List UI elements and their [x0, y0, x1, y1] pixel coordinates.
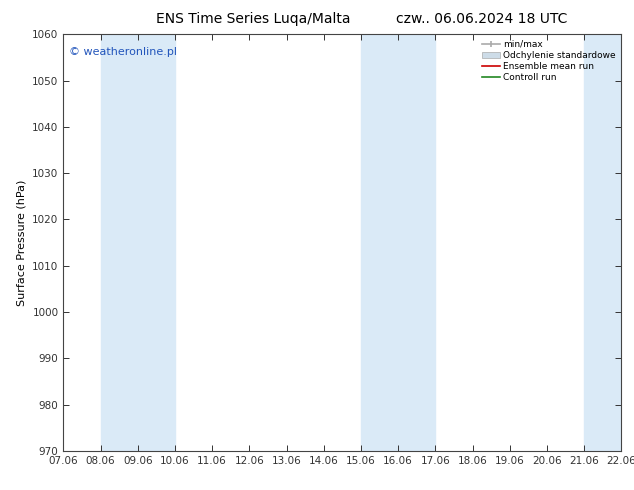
Legend: min/max, Odchylenie standardowe, Ensemble mean run, Controll run: min/max, Odchylenie standardowe, Ensembl… [478, 36, 619, 86]
Text: czw.. 06.06.2024 18 UTC: czw.. 06.06.2024 18 UTC [396, 12, 567, 26]
Y-axis label: Surface Pressure (hPa): Surface Pressure (hPa) [16, 179, 27, 306]
Bar [101, 34, 175, 451]
Bar [361, 34, 436, 451]
Text: ENS Time Series Luqa/Malta: ENS Time Series Luqa/Malta [157, 12, 351, 26]
Bar [584, 34, 621, 451]
Text: © weatheronline.pl: © weatheronline.pl [69, 47, 177, 57]
